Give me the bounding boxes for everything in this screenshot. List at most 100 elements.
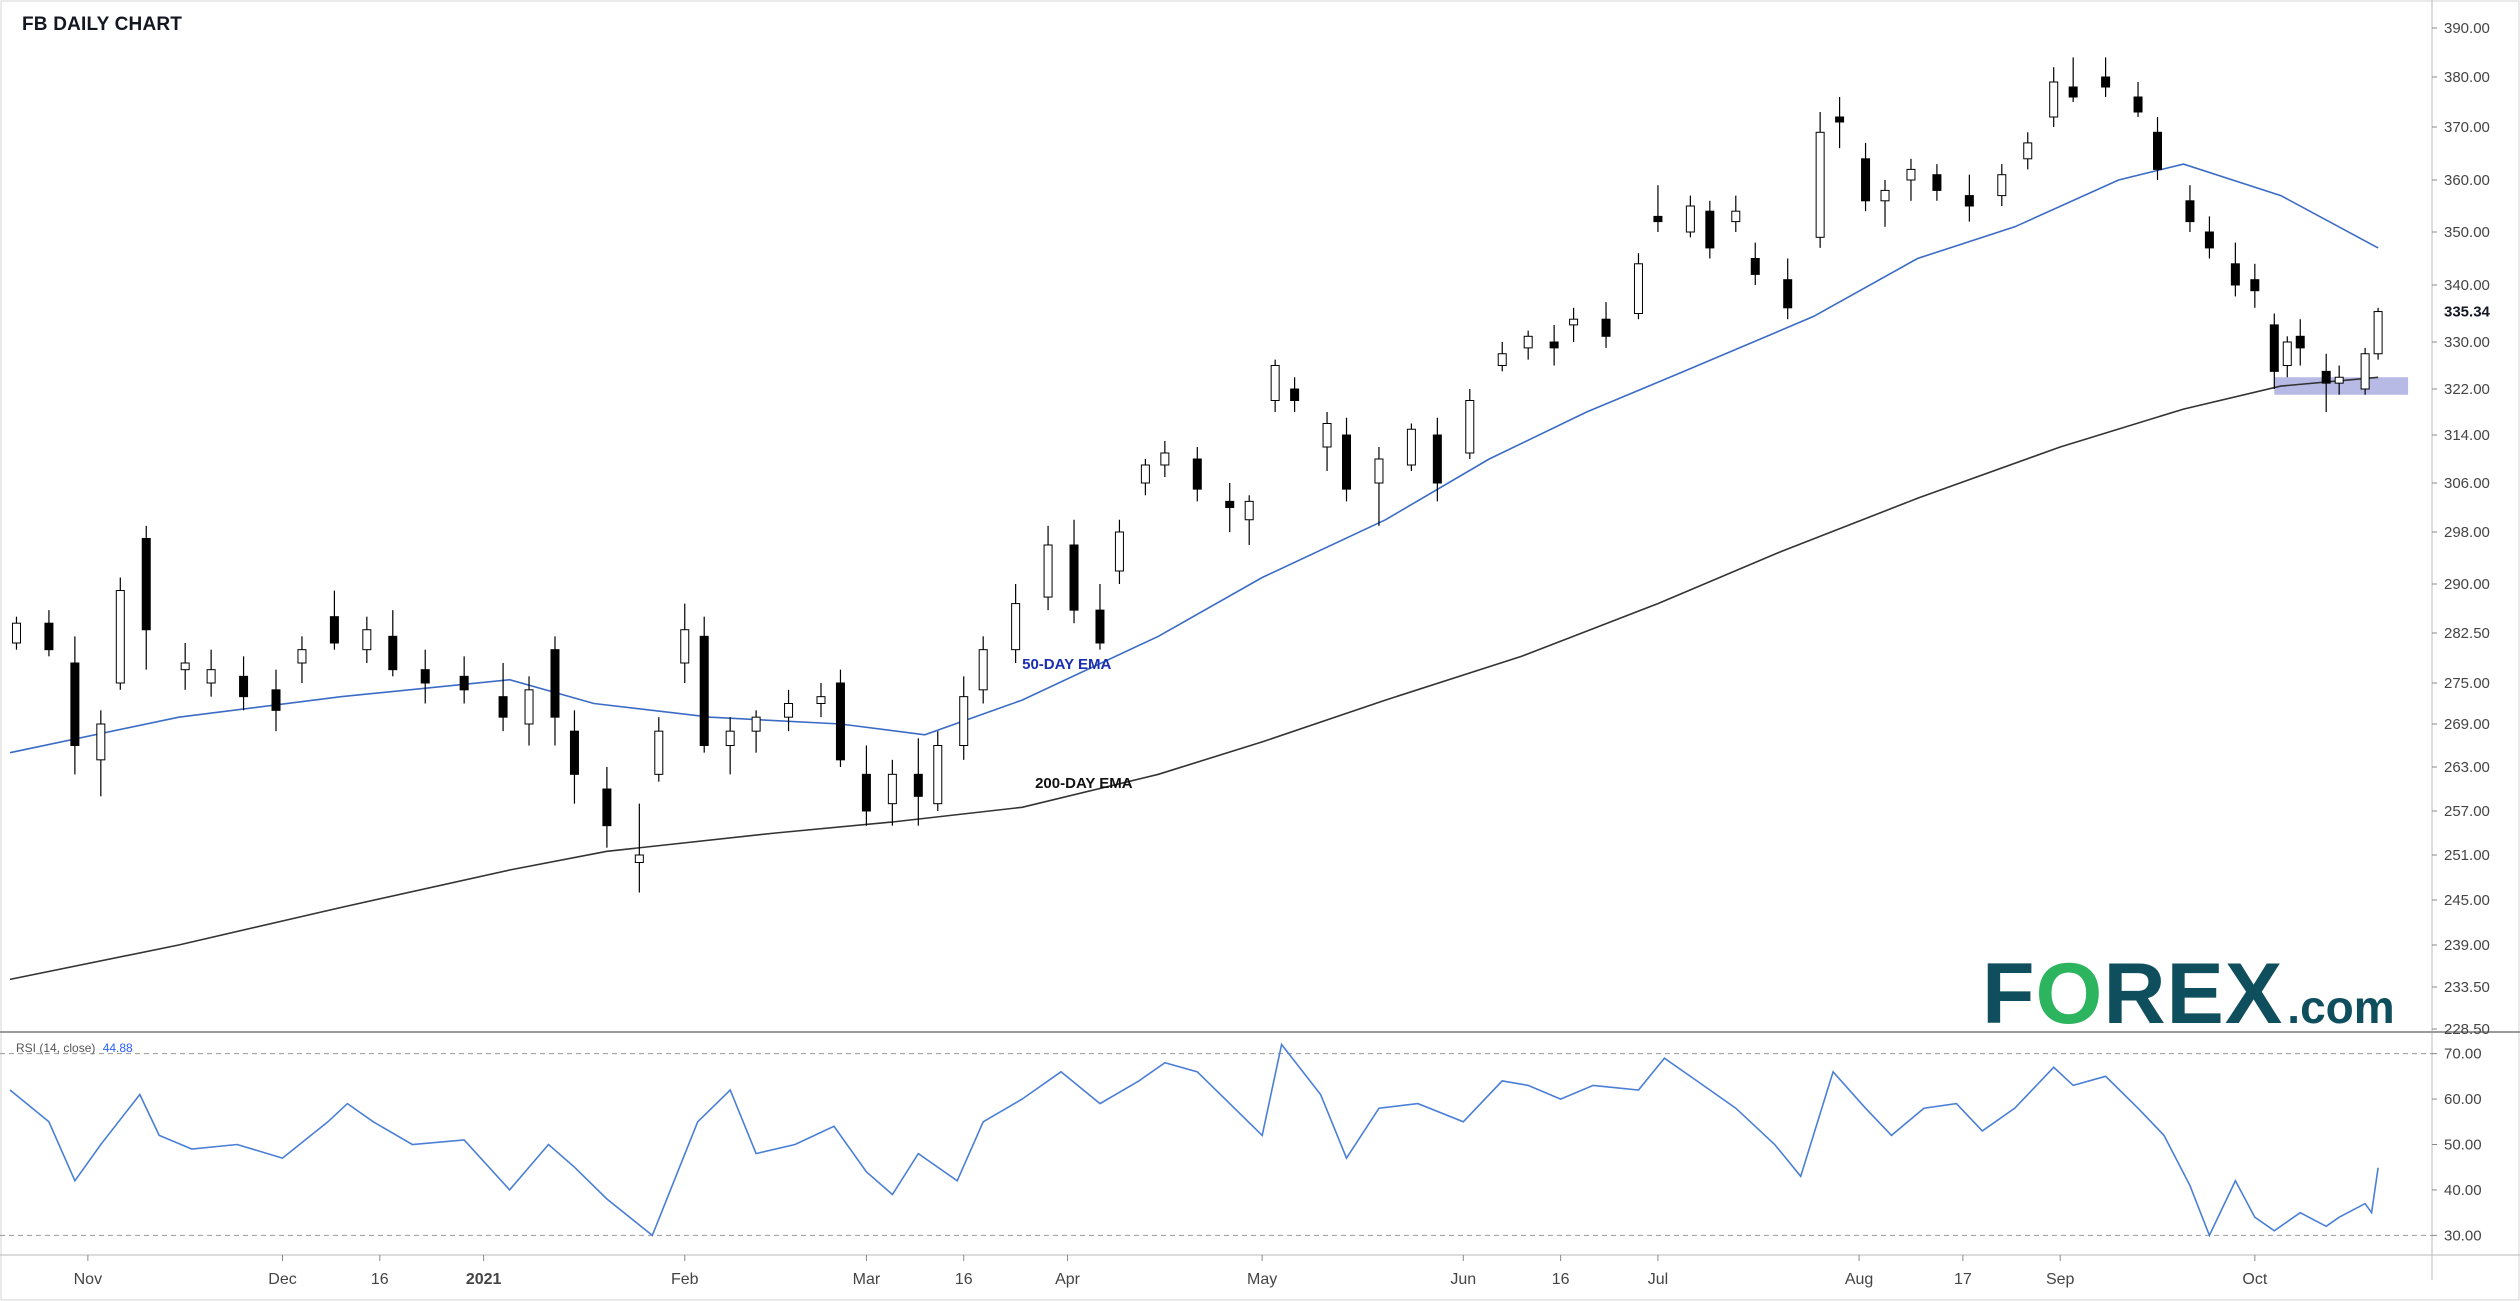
candle-body — [420, 669, 430, 684]
candle — [1880, 180, 1890, 227]
candle — [2360, 347, 2370, 395]
candle-body — [498, 696, 508, 718]
ema-50-line — [9, 163, 2379, 754]
candle-body — [1601, 318, 1611, 337]
time-tick-label: 16 — [1552, 1271, 1570, 1288]
candle — [420, 649, 430, 704]
candle — [1705, 200, 1715, 259]
candle-body — [913, 773, 923, 797]
candle — [1374, 447, 1384, 526]
candle-body — [524, 689, 534, 725]
candle — [2185, 185, 2195, 232]
candle — [1932, 164, 1942, 201]
candle-body — [1549, 341, 1559, 349]
candle-body — [70, 662, 80, 746]
candle-body — [1322, 423, 1332, 448]
candle-body — [2360, 353, 2370, 390]
rsi-tick-label: 70.00 — [2444, 1046, 2482, 1063]
candle — [550, 636, 560, 746]
time-tick-label: May — [1247, 1271, 1277, 1288]
candle — [2204, 216, 2214, 259]
candle-body — [2049, 81, 2059, 118]
candle — [1569, 307, 1579, 342]
candle-body — [2321, 370, 2331, 384]
candle-body — [1497, 353, 1507, 366]
candle-body — [1783, 279, 1793, 309]
candle — [297, 636, 307, 683]
price-tick-label: 269.00 — [2444, 716, 2490, 733]
candle — [459, 656, 469, 704]
candle-body — [1011, 603, 1021, 651]
candle — [2282, 336, 2292, 378]
candle-body — [2373, 311, 2383, 355]
logo-suffix: .com — [2287, 981, 2395, 1033]
candle — [1906, 158, 1916, 201]
candle — [2373, 307, 2383, 360]
price-tick-label: 380.00 — [2444, 69, 2490, 86]
rsi-legend: RSI (14, close) 44.88 — [16, 1041, 133, 1055]
candle — [141, 525, 151, 670]
candle-body — [2204, 231, 2214, 249]
candle-body — [1861, 158, 1871, 202]
candle-body — [959, 696, 969, 747]
candle — [206, 649, 216, 697]
candle — [1160, 441, 1170, 477]
candle — [680, 603, 690, 683]
candle-body — [180, 662, 190, 671]
candle — [1011, 584, 1021, 663]
candle-body — [1290, 388, 1300, 401]
candle-body — [835, 682, 845, 761]
candle — [784, 689, 794, 732]
time-tick-label: 16 — [955, 1271, 973, 1288]
candle-body — [751, 716, 761, 732]
candle — [887, 759, 897, 826]
candle — [1815, 112, 1825, 248]
candle — [1322, 412, 1332, 471]
logo-letter-f: F — [1982, 946, 2036, 1042]
price-tick-label: 390.00 — [2444, 20, 2490, 37]
candle-body — [1997, 174, 2007, 197]
price-tick-label: 282.50 — [2444, 625, 2490, 642]
candle-body — [887, 773, 897, 805]
candle-body — [1815, 131, 1825, 238]
candle — [1095, 584, 1105, 650]
candle-body — [725, 730, 735, 747]
candle — [725, 717, 735, 775]
candle — [1601, 302, 1611, 348]
candle-body — [699, 635, 709, 746]
candle — [1497, 342, 1507, 372]
candle-body — [2068, 86, 2078, 98]
time-tick-label: 16 — [371, 1271, 389, 1288]
price-tick-label: 228.50 — [2444, 1021, 2490, 1038]
candle-body — [2334, 376, 2344, 384]
candle — [1835, 97, 1845, 149]
candle-body — [1406, 428, 1416, 466]
rsi-tick-label: 40.00 — [2444, 1182, 2482, 1199]
price-tick-label: 239.00 — [2444, 937, 2490, 954]
candle — [933, 731, 943, 811]
candle — [96, 710, 106, 797]
candle — [2230, 242, 2240, 297]
candle — [2049, 67, 2059, 127]
candle-body — [2133, 96, 2143, 113]
candle — [524, 676, 534, 746]
candle — [1114, 519, 1124, 584]
candle-body — [141, 538, 151, 631]
chart-title: FB DAILY CHART — [22, 14, 183, 35]
candle — [70, 636, 80, 775]
candle — [180, 643, 190, 690]
candle — [115, 577, 125, 690]
rsi-tick-label: 30.00 — [2444, 1227, 2482, 1244]
candle — [1750, 242, 1760, 285]
candle-body — [654, 730, 664, 775]
candle — [2295, 319, 2305, 366]
candle-body — [1342, 434, 1352, 490]
candle — [1523, 330, 1533, 360]
candle-body — [1095, 609, 1105, 644]
candle-body — [1569, 318, 1579, 326]
candle — [2153, 117, 2163, 180]
candle-body — [550, 649, 560, 718]
candle — [1861, 142, 1871, 212]
candle-body — [1432, 434, 1442, 484]
price-tick-label: 360.00 — [2444, 172, 2490, 189]
